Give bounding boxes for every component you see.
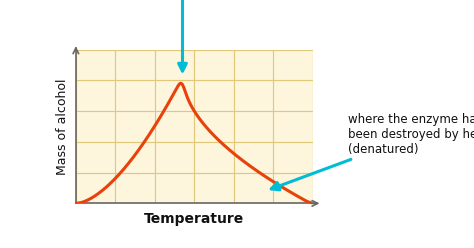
Text: the optimum (best) temperature
for the enzyme: the optimum (best) temperature for the e…	[86, 0, 279, 71]
X-axis label: Temperature: Temperature	[144, 212, 245, 226]
Text: where the enzyme has
been destroyed by heat
(denatured): where the enzyme has been destroyed by h…	[271, 113, 474, 190]
Y-axis label: Mass of alcohol: Mass of alcohol	[56, 78, 69, 175]
